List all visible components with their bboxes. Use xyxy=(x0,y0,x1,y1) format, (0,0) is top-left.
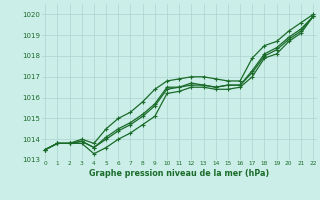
X-axis label: Graphe pression niveau de la mer (hPa): Graphe pression niveau de la mer (hPa) xyxy=(89,169,269,178)
